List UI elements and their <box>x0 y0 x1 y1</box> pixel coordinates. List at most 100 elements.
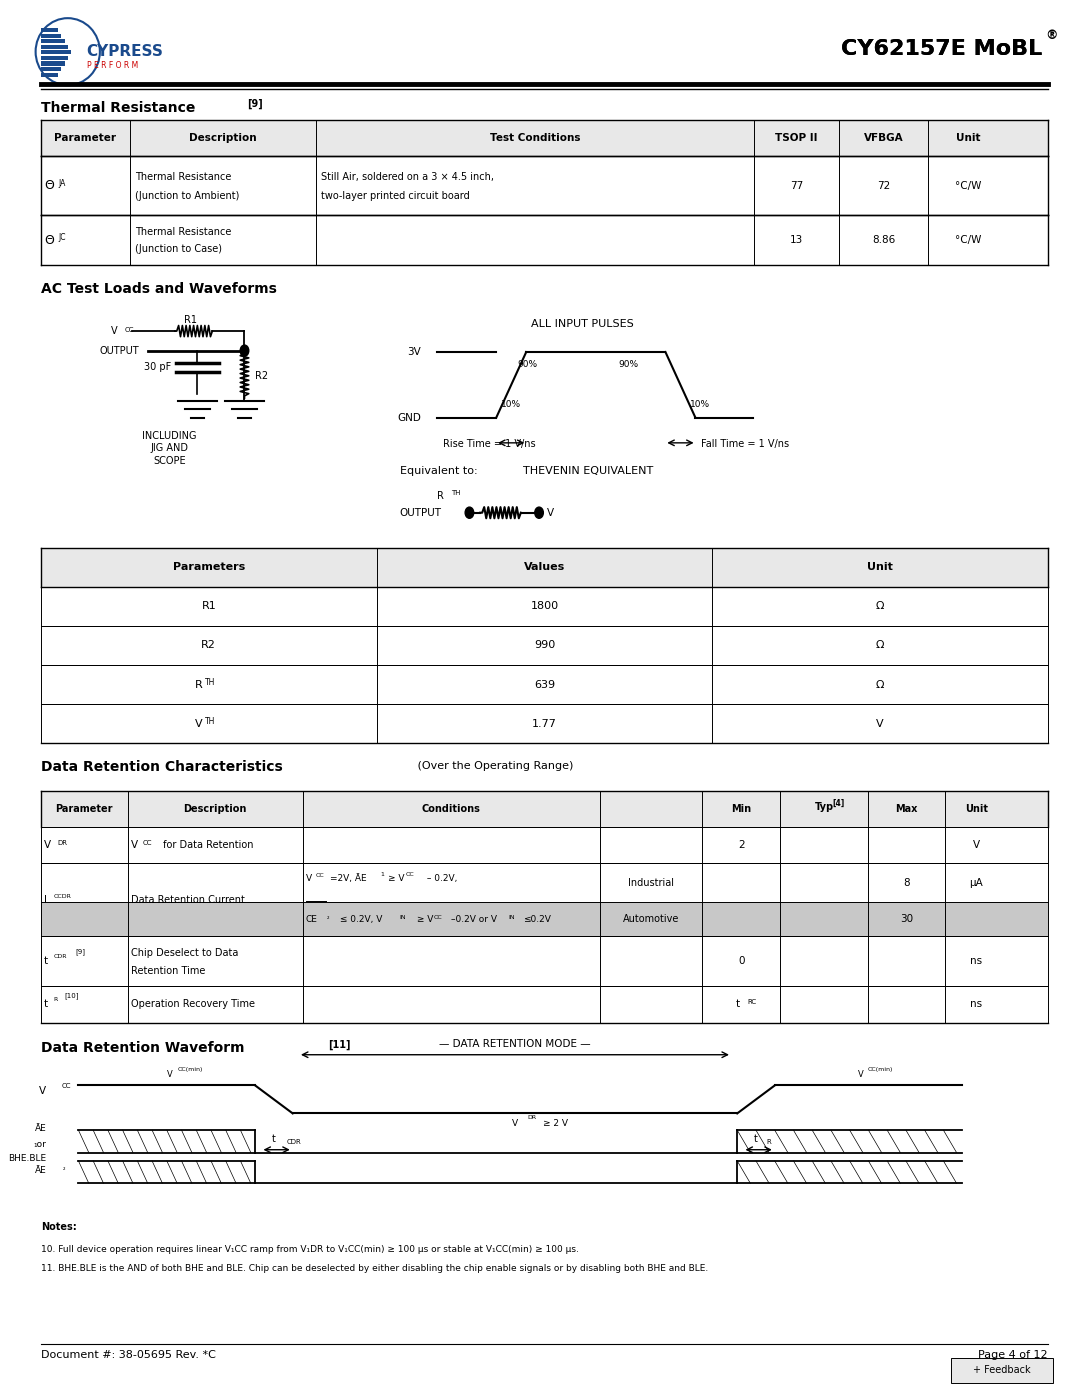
Text: Retention Time: Retention Time <box>131 965 205 977</box>
Text: JA: JA <box>58 179 66 187</box>
Text: 990: 990 <box>534 640 555 651</box>
Text: 77: 77 <box>789 180 804 191</box>
Text: [11]: [11] <box>328 1039 351 1049</box>
Text: Chip Deselect to Data: Chip Deselect to Data <box>131 947 239 958</box>
Text: Thermal Resistance: Thermal Resistance <box>41 101 195 115</box>
Text: 10%: 10% <box>690 400 711 409</box>
Text: TH: TH <box>451 490 461 496</box>
Text: TH: TH <box>204 717 215 725</box>
Bar <box>41 665 1048 704</box>
Text: Conditions: Conditions <box>422 803 481 814</box>
Text: 2: 2 <box>738 840 744 851</box>
Text: Θ: Θ <box>44 179 54 193</box>
Text: CYPRESS: CYPRESS <box>86 45 163 59</box>
Text: Still Air, soldered on a 3 × 4.5 inch,: Still Air, soldered on a 3 × 4.5 inch, <box>321 172 495 183</box>
Text: Unit: Unit <box>867 562 893 573</box>
Text: t: t <box>754 1134 758 1144</box>
Text: [9]: [9] <box>246 99 262 109</box>
Text: Values: Values <box>524 562 565 573</box>
Text: CDR: CDR <box>287 1139 301 1144</box>
Text: CC(min): CC(min) <box>867 1067 893 1073</box>
Bar <box>41 120 1048 156</box>
Text: Parameter: Parameter <box>54 133 117 144</box>
Text: Unit: Unit <box>964 803 988 814</box>
Text: 3V: 3V <box>407 346 421 358</box>
Text: ₂: ₂ <box>326 915 328 921</box>
Text: DR: DR <box>528 1115 537 1120</box>
Text: ns: ns <box>970 999 983 1010</box>
Bar <box>41 73 58 77</box>
Text: Document #: 38-05695 Rev. *C: Document #: 38-05695 Rev. *C <box>41 1350 216 1361</box>
Bar <box>41 626 1048 665</box>
Text: °C/W: °C/W <box>955 180 981 191</box>
Bar <box>41 50 71 54</box>
Text: [9]: [9] <box>76 949 85 956</box>
Text: BHE.BLE: BHE.BLE <box>9 1154 46 1162</box>
Text: ₁or: ₁or <box>33 1140 46 1148</box>
Text: R2: R2 <box>201 640 216 651</box>
Bar <box>41 791 1048 827</box>
Text: Θ: Θ <box>44 233 54 247</box>
Text: INCLUDING: INCLUDING <box>143 430 197 441</box>
Bar <box>41 67 62 71</box>
Bar <box>41 215 1048 265</box>
Text: ₂: ₂ <box>63 1166 65 1172</box>
Text: 1: 1 <box>380 872 383 877</box>
Text: Ω: Ω <box>876 601 885 612</box>
Text: ≥ V: ≥ V <box>389 875 405 883</box>
Text: –0.2V or V: –0.2V or V <box>450 915 497 923</box>
Bar <box>41 587 1048 626</box>
Bar <box>951 1358 1053 1383</box>
Text: V: V <box>973 840 980 851</box>
Text: Page 4 of 12: Page 4 of 12 <box>978 1350 1048 1361</box>
Text: ≥ V: ≥ V <box>414 915 433 923</box>
Text: Ω: Ω <box>876 640 885 651</box>
Text: CC: CC <box>62 1083 71 1088</box>
Text: Description: Description <box>189 133 257 144</box>
Text: 0: 0 <box>738 956 744 967</box>
Text: CCDR: CCDR <box>54 894 71 900</box>
Text: 11. BHE.BLE is the AND of both BHE and BLE. Chip can be deselected by either dis: 11. BHE.BLE is the AND of both BHE and B… <box>41 1264 708 1273</box>
Text: R1: R1 <box>201 601 216 612</box>
Text: JC: JC <box>58 233 66 242</box>
Text: CC: CC <box>433 915 442 921</box>
Text: t: t <box>735 999 740 1010</box>
Text: CC: CC <box>124 327 134 332</box>
Text: V: V <box>512 1119 518 1127</box>
Text: Data Retention Current: Data Retention Current <box>131 894 245 905</box>
Text: — DATA RETENTION MODE —: — DATA RETENTION MODE — <box>440 1039 591 1049</box>
Text: R2: R2 <box>255 370 268 381</box>
Text: ALL INPUT PULSES: ALL INPUT PULSES <box>530 319 633 330</box>
Text: V: V <box>39 1085 46 1097</box>
Text: Notes:: Notes: <box>41 1222 77 1232</box>
Text: 13: 13 <box>789 235 804 246</box>
Text: R: R <box>767 1139 771 1144</box>
Text: ≥ 2 V: ≥ 2 V <box>543 1119 568 1127</box>
Text: V: V <box>858 1070 864 1078</box>
Bar <box>41 863 1048 902</box>
Text: IN: IN <box>509 915 515 921</box>
Text: RC: RC <box>747 999 757 1004</box>
Bar <box>41 902 1048 936</box>
Text: Description: Description <box>184 803 247 814</box>
Circle shape <box>240 345 248 356</box>
Text: I: I <box>44 894 48 905</box>
Text: SCOPE: SCOPE <box>153 455 186 467</box>
Bar <box>41 827 1048 863</box>
Text: R: R <box>437 490 444 502</box>
Text: CDR: CDR <box>54 954 67 960</box>
Text: V: V <box>876 718 883 729</box>
Bar <box>41 548 1048 587</box>
Text: CY62157E MoBL: CY62157E MoBL <box>841 39 1042 59</box>
Text: CE: CE <box>306 915 318 923</box>
Text: CY62157E MoBL: CY62157E MoBL <box>841 39 1042 59</box>
Circle shape <box>535 507 543 518</box>
Text: ≤ 0.2V, V: ≤ 0.2V, V <box>337 915 382 923</box>
Text: VFBGA: VFBGA <box>864 133 904 144</box>
Text: R: R <box>194 679 202 690</box>
Text: P E R F O R M: P E R F O R M <box>87 61 138 70</box>
Text: V: V <box>546 507 554 518</box>
Text: two-layer printed circuit board: two-layer printed circuit board <box>321 190 470 201</box>
Text: Parameter: Parameter <box>55 803 113 814</box>
Text: ®: ® <box>1045 29 1058 42</box>
